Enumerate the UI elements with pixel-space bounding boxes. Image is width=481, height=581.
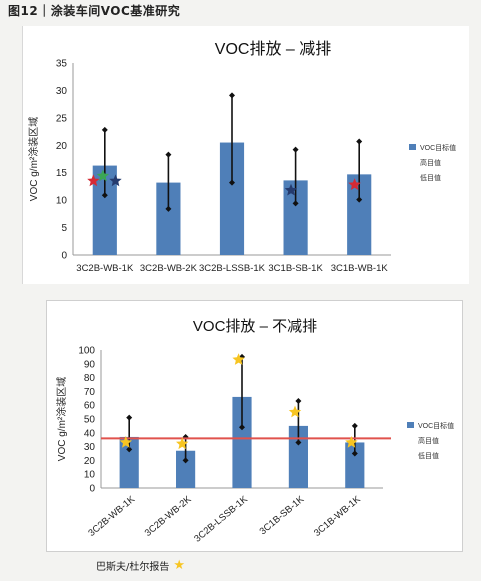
- star-marker: [345, 436, 358, 448]
- chart-panel-unreduced: VOC排放 – 不减排 0 10 20 30 40 50 60 70 80 90 100 VOC g/m…: [46, 300, 463, 552]
- x-tick-label: 3C2B-LSSB-1K: [192, 493, 250, 544]
- legend-label: 低目值: [420, 173, 441, 182]
- source-label: 巴斯夫/杜尔报告: [96, 562, 170, 573]
- y-tick-label: 35: [56, 59, 68, 70]
- chart-title: VOC排放 – 减排: [215, 40, 331, 58]
- error-high-marker: [101, 126, 108, 133]
- error-low-marker: [229, 179, 235, 186]
- y-tick-label: 10: [56, 196, 68, 207]
- figure-caption: 图12｜涂装车间VOC基准研究: [8, 4, 181, 18]
- y-axis-label: VOC g/m²涂装区域: [27, 117, 40, 201]
- legend-label: VOC目标值: [418, 421, 454, 430]
- error-low-marker: [101, 192, 108, 199]
- x-tick-label: 3C2B-WB-2K: [140, 263, 198, 274]
- x-tick-label: 3C2B-WB-1K: [76, 263, 134, 274]
- y-tick-label: 0: [61, 251, 67, 262]
- error-high-marker: [292, 146, 299, 153]
- x-tick-label: 3C2B-WB-1K: [86, 493, 137, 539]
- y-tick-label: 40: [84, 428, 96, 439]
- error-high-marker: [165, 151, 172, 158]
- star-marker: [348, 178, 361, 190]
- chart-panel-reduced: VOC排放 – 减排 0 5 10 15 20 25 30 35 VOC g/m²涂装区域 3C2B…: [22, 26, 469, 284]
- error-low-marker: [295, 439, 302, 446]
- x-tick-label: 3C2B-LSSB-1K: [199, 263, 266, 274]
- y-tick-label: 80: [84, 373, 96, 384]
- chart-unreduced: VOC排放 – 不减排 0 10 20 30 40 50 60 70 80 90 100 VOC g/m…: [55, 318, 454, 545]
- error-low-marker: [126, 446, 133, 453]
- y-tick-label: 100: [78, 346, 95, 357]
- star-marker: [119, 436, 132, 448]
- star-marker: [284, 183, 298, 196]
- legend-swatch: [409, 144, 416, 150]
- y-tick-label: 50: [84, 415, 96, 426]
- y-tick-label: 5: [61, 223, 67, 234]
- error-low-marker: [165, 205, 172, 212]
- bar: [119, 436, 139, 488]
- x-tick-label: 3C1B-WB-1K: [312, 493, 363, 539]
- error-low-marker: [239, 424, 245, 431]
- y-tick-label: 30: [84, 442, 96, 453]
- star-marker: [232, 353, 245, 365]
- star-marker: [96, 169, 110, 182]
- bar: [176, 450, 196, 488]
- legend-label: 高目值: [420, 158, 441, 167]
- legend-label: 高目值: [418, 436, 439, 445]
- error-high-marker: [295, 398, 302, 405]
- error-low-marker: [356, 196, 363, 203]
- error-high-marker: [126, 414, 133, 421]
- y-tick-label: 15: [56, 168, 68, 179]
- bar: [345, 442, 365, 488]
- y-tick-label: 20: [56, 141, 68, 152]
- star-marker: [288, 405, 302, 418]
- bar: [288, 425, 308, 488]
- y-tick-label: 0: [89, 484, 95, 495]
- star-marker: [176, 437, 189, 450]
- star-marker: [109, 174, 122, 187]
- star-icon: ★: [173, 557, 186, 573]
- x-tick-label: 3C1B-SB-1K: [268, 263, 323, 274]
- error-low-marker: [292, 200, 299, 207]
- error-low-marker: [351, 450, 358, 457]
- legend-label: 低目值: [418, 451, 439, 460]
- bar: [232, 396, 252, 488]
- legend-label: VOC目标值: [420, 143, 456, 152]
- error-high-marker: [356, 138, 363, 145]
- y-tick-label: 10: [84, 470, 96, 481]
- y-tick-label: 20: [84, 456, 96, 467]
- y-tick-label: 60: [84, 401, 96, 412]
- chart-reduced: VOC排放 – 减排 0 5 10 15 20 25 30 35 VOC g/m²涂装区域 3C2B…: [27, 40, 456, 274]
- error-high-marker: [229, 92, 235, 99]
- y-tick-label: 90: [84, 359, 96, 370]
- source-note: 巴斯夫/杜尔报告 ★: [96, 557, 186, 574]
- chart-title: VOC排放 – 不减排: [193, 318, 317, 335]
- legend-swatch: [407, 422, 414, 428]
- y-tick-label: 70: [84, 387, 96, 398]
- y-axis-label: VOC g/m²涂装区域: [55, 377, 68, 461]
- y-tick-label: 25: [56, 113, 68, 124]
- x-tick-label: 3C1B-SB-1K: [258, 493, 307, 537]
- error-high-marker: [351, 422, 358, 429]
- error-low-marker: [182, 457, 189, 464]
- x-tick-label: 3C2B-WB-2K: [143, 493, 194, 539]
- x-tick-label: 3C1B-WB-1K: [331, 263, 389, 274]
- y-tick-label: 30: [56, 86, 68, 97]
- star-marker: [87, 174, 100, 187]
